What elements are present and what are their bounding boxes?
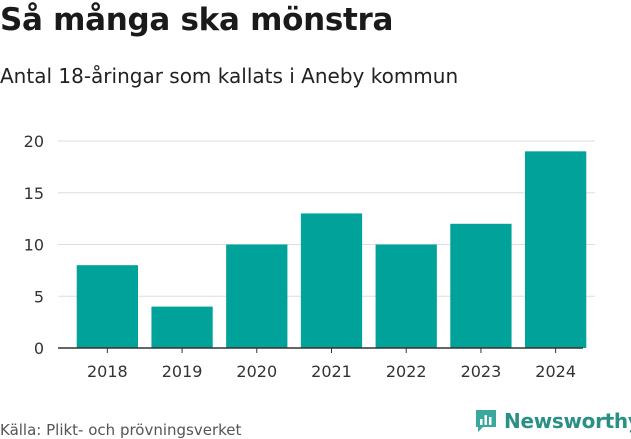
bar: [450, 223, 512, 348]
bar: [300, 213, 363, 348]
x-tick-label: 2021: [311, 362, 352, 381]
bar-chart-logo-icon: [476, 410, 496, 432]
y-tick-label: 5: [34, 287, 44, 306]
brand-logo: Newsworthy: [474, 408, 631, 434]
y-tick-label: 15: [24, 184, 44, 203]
chart-title: Så många ska mönstra: [0, 2, 394, 38]
x-tick-label: 2018: [87, 362, 128, 381]
y-tick-label: 10: [24, 236, 44, 255]
bar: [151, 306, 213, 348]
brand-name: Newsworthy: [504, 409, 631, 433]
x-tick-label: 2022: [386, 362, 427, 381]
x-tick-label: 2023: [461, 362, 502, 381]
source-note: Källa: Plikt- och prövningsverket: [0, 421, 242, 439]
bar: [76, 265, 138, 348]
y-tick-label: 0: [34, 339, 44, 358]
chart-subtitle: Antal 18-åringar som kallats i Aneby kom…: [0, 64, 459, 88]
bar: [525, 151, 587, 348]
x-tick-label: 2024: [535, 362, 576, 381]
bar: [226, 244, 288, 348]
y-tick-label: 20: [24, 132, 44, 151]
x-tick-label: 2019: [162, 362, 203, 381]
x-tick-label: 2020: [236, 362, 277, 381]
bar: [375, 244, 437, 348]
